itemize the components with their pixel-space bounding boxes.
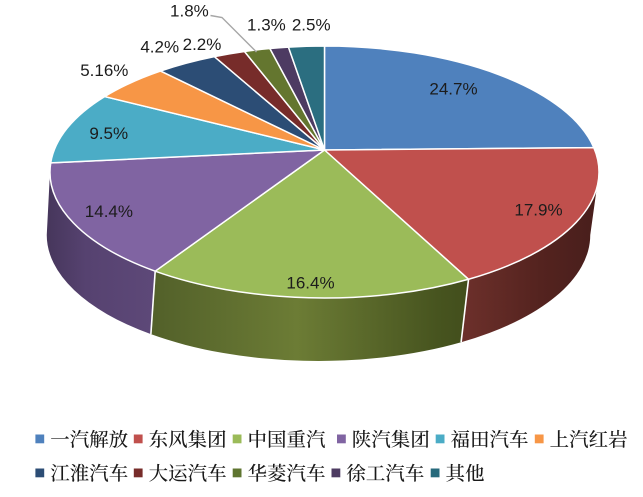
svg-text:2.2%: 2.2% bbox=[183, 35, 222, 54]
svg-text:9.5%: 9.5% bbox=[89, 124, 128, 143]
svg-text:14.4%: 14.4% bbox=[85, 202, 133, 221]
svg-text:4.2%: 4.2% bbox=[140, 38, 179, 57]
svg-text:17.9%: 17.9% bbox=[514, 200, 562, 219]
svg-text:1.3%: 1.3% bbox=[247, 16, 286, 35]
svg-text:1.8%: 1.8% bbox=[170, 2, 209, 21]
svg-text:16.4%: 16.4% bbox=[286, 273, 334, 292]
svg-text:2.5%: 2.5% bbox=[292, 16, 331, 35]
svg-text:5.16%: 5.16% bbox=[80, 61, 128, 80]
svg-text:24.7%: 24.7% bbox=[429, 80, 477, 99]
